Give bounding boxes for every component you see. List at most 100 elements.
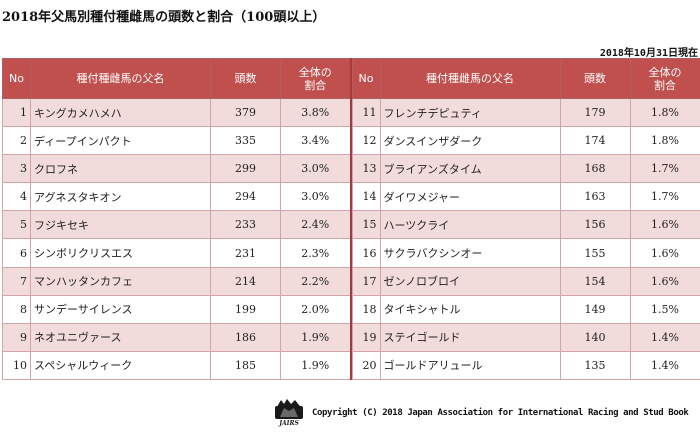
mare-count: 163 xyxy=(559,182,631,212)
mare-count: 168 xyxy=(559,154,631,184)
table-row: 7 マンハッタンカフェ 214 2.2% xyxy=(2,266,351,296)
row-number: 12 xyxy=(351,126,381,156)
header-no: No xyxy=(2,58,31,99)
table-row: 4 アグネスタキオン 294 3.0% xyxy=(2,182,351,212)
row-number: 3 xyxy=(2,154,31,184)
share-percent: 3.4% xyxy=(280,126,351,156)
sire-name: ダイワメジャー xyxy=(379,182,561,212)
table-row: 6 シンボリクリスエス 231 2.3% xyxy=(2,238,351,268)
share-percent: 2.3% xyxy=(280,238,351,268)
share-percent: 1.7% xyxy=(629,154,700,184)
row-number: 1 xyxy=(2,97,31,128)
table-row: 3 クロフネ 299 3.0% xyxy=(2,154,351,184)
row-number: 10 xyxy=(2,350,31,381)
mare-count: 186 xyxy=(210,322,281,352)
table-row: 12 ダンスインザダーク 174 1.8% xyxy=(351,126,700,156)
table-header-row: No 種付種雌馬の父名 頭数 全体の 割合 xyxy=(351,58,700,99)
table-row: 10 スペシャルウィーク 185 1.9% xyxy=(2,350,351,381)
row-number: 18 xyxy=(351,294,381,324)
sire-name: ゼンノロブロイ xyxy=(379,266,561,296)
row-number: 20 xyxy=(351,350,381,381)
sire-name: スペシャルウィーク xyxy=(30,350,211,381)
table-row: 13 ブライアンズタイム 168 1.7% xyxy=(351,154,700,184)
table-row: 11 フレンチデピュティ 179 1.8% xyxy=(351,97,700,128)
sire-name: ブライアンズタイム xyxy=(379,154,561,184)
mare-count: 199 xyxy=(210,294,281,324)
footer: JAIRS Copyright (C) 2018 Japan Associati… xyxy=(272,397,698,429)
share-percent: 2.4% xyxy=(280,210,351,240)
header-count: 頭数 xyxy=(210,58,281,99)
as-of-date: 2018年10月31日現在 xyxy=(599,48,698,59)
row-number: 11 xyxy=(351,97,381,128)
header-share-line2: 割合 xyxy=(654,78,676,92)
mare-count: 155 xyxy=(559,238,631,268)
table-row: 19 ステイゴールド 140 1.4% xyxy=(351,322,700,352)
share-percent: 2.2% xyxy=(280,266,351,296)
table-row: 15 ハーツクライ 156 1.6% xyxy=(351,210,700,240)
mare-count: 156 xyxy=(559,210,631,240)
sire-name: ゴールドアリュール xyxy=(379,350,561,381)
sire-name: ダンスインザダーク xyxy=(379,126,561,156)
sire-table-right: No 種付種雌馬の父名 頭数 全体の 割合 11 フレンチデピュティ 179 1.8% 1… xyxy=(351,58,700,381)
share-percent: 1.6% xyxy=(629,210,700,240)
sire-name: ステイゴールド xyxy=(379,322,561,352)
share-percent: 1.4% xyxy=(629,350,700,381)
mare-count: 135 xyxy=(559,350,631,381)
table-body-left: 1 キングカメハメハ 379 3.8% 2 ディープインパクト 335 3.4% 3 クロフネ 29… xyxy=(2,97,351,381)
share-percent: 1.9% xyxy=(280,350,351,381)
table-row: 1 キングカメハメハ 379 3.8% xyxy=(2,97,351,128)
mare-count: 154 xyxy=(559,266,631,296)
sire-name: フレンチデピュティ xyxy=(379,97,561,128)
mare-count: 149 xyxy=(559,294,631,324)
row-number: 16 xyxy=(351,238,381,268)
row-number: 19 xyxy=(351,322,381,352)
row-number: 5 xyxy=(2,210,31,240)
row-number: 4 xyxy=(2,182,31,212)
table-row: 2 ディープインパクト 335 3.4% xyxy=(2,126,351,156)
sire-name: クロフネ xyxy=(30,154,211,184)
sire-name: サクラバクシンオー xyxy=(379,238,561,268)
share-percent: 1.7% xyxy=(629,182,700,212)
sire-name: ディープインパクト xyxy=(30,126,211,156)
sire-table-left: No 種付種雌馬の父名 頭数 全体の 割合 1 キングカメハメハ 379 3.8% 2 ディ… xyxy=(2,58,352,381)
jairs-horse-logo-icon: JAIRS xyxy=(275,399,303,427)
row-number: 17 xyxy=(351,266,381,296)
table-row: 20 ゴールドアリュール 135 1.4% xyxy=(351,350,700,381)
mare-count: 335 xyxy=(210,126,281,156)
header-sire-name: 種付種雌馬の父名 xyxy=(30,58,211,99)
share-percent: 1.6% xyxy=(629,238,700,268)
sire-name: タイキシャトル xyxy=(379,294,561,324)
sire-name: シンボリクリスエス xyxy=(30,238,211,268)
header-count: 頭数 xyxy=(559,58,631,99)
share-percent: 3.0% xyxy=(280,154,351,184)
logo-text: JAIRS xyxy=(278,420,299,427)
copyright-notice: Copyright (C) 2018 Japan Association for… xyxy=(312,408,689,418)
row-number: 2 xyxy=(2,126,31,156)
table-row: 18 タイキシャトル 149 1.5% xyxy=(351,294,700,324)
header-share-line1: 全体の xyxy=(298,65,332,79)
mare-count: 185 xyxy=(210,350,281,381)
table-row: 9 ネオユニヴァース 186 1.9% xyxy=(2,322,351,352)
table-body-right: 11 フレンチデピュティ 179 1.8% 12 ダンスインザダーク 174 1.8% 13 ブラ… xyxy=(351,97,700,381)
share-percent: 3.8% xyxy=(280,97,351,128)
table-row: 17 ゼンノロブロイ 154 1.6% xyxy=(351,266,700,296)
row-number: 8 xyxy=(2,294,31,324)
header-share: 全体の 割合 xyxy=(629,58,700,99)
share-percent: 1.8% xyxy=(629,97,700,128)
mare-count: 294 xyxy=(210,182,281,212)
mare-count: 179 xyxy=(559,97,631,128)
sire-tables: No 種付種雌馬の父名 頭数 全体の 割合 1 キングカメハメハ 379 3.8% 2 ディ… xyxy=(2,58,700,381)
share-percent: 1.5% xyxy=(629,294,700,324)
sire-name: マンハッタンカフェ xyxy=(30,266,211,296)
row-number: 7 xyxy=(2,266,31,296)
mare-count: 214 xyxy=(210,266,281,296)
share-percent: 1.9% xyxy=(280,322,351,352)
share-percent: 2.0% xyxy=(280,294,351,324)
table-row: 14 ダイワメジャー 163 1.7% xyxy=(351,182,700,212)
share-percent: 3.0% xyxy=(280,182,351,212)
table-header-row: No 種付種雌馬の父名 頭数 全体の 割合 xyxy=(2,58,351,99)
header-share-line1: 全体の xyxy=(648,65,682,79)
row-number: 15 xyxy=(351,210,381,240)
sire-name: ハーツクライ xyxy=(379,210,561,240)
header-share: 全体の 割合 xyxy=(280,58,351,99)
